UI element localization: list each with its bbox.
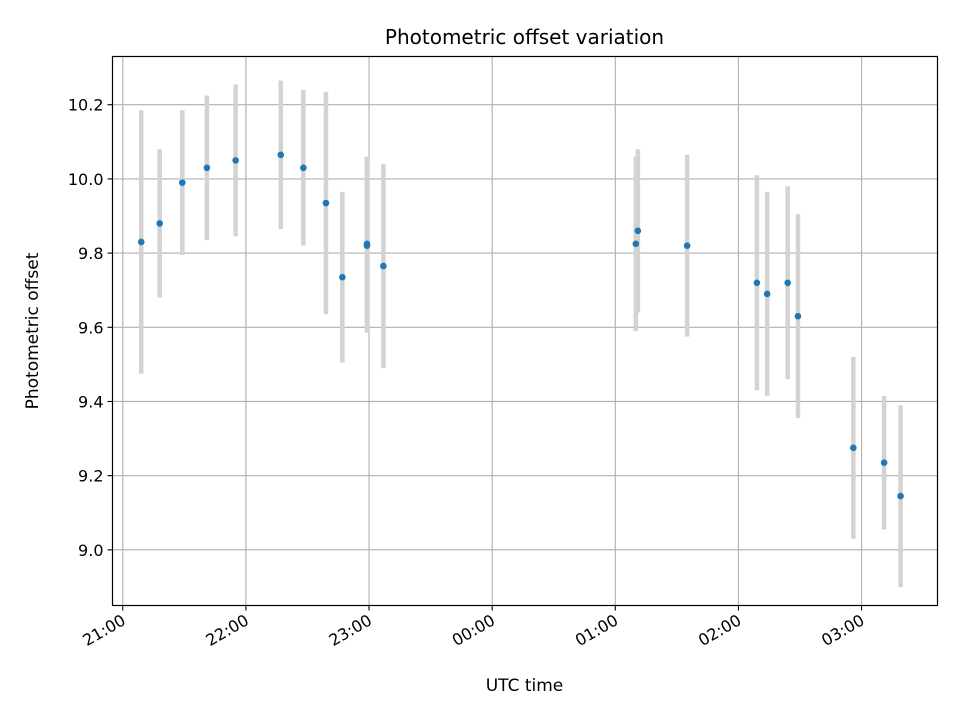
y-tick-label: 9.0 bbox=[78, 541, 103, 560]
data-point bbox=[300, 164, 307, 172]
data-point bbox=[178, 179, 186, 186]
data-points bbox=[137, 151, 904, 500]
data-point bbox=[363, 242, 371, 249]
data-point bbox=[753, 279, 761, 287]
x-axis-title: UTC time bbox=[486, 676, 564, 696]
data-point bbox=[277, 151, 285, 159]
y-tick-label: 9.6 bbox=[78, 318, 103, 337]
data-point bbox=[322, 199, 330, 207]
data-point bbox=[156, 220, 164, 227]
y-axis-title: Photometric offset bbox=[23, 252, 43, 409]
data-point bbox=[794, 312, 802, 320]
y-tick-label: 9.2 bbox=[78, 467, 103, 486]
data-point bbox=[880, 459, 888, 466]
grid bbox=[112, 56, 938, 606]
data-point bbox=[339, 273, 346, 281]
y-tick-label: 10.2 bbox=[68, 96, 104, 115]
y-axis-ticks: 9.0 9.2 9.4 9.6 9.8 10.0 10.2 bbox=[68, 96, 113, 560]
y-tick-label: 10.0 bbox=[68, 170, 104, 189]
data-point bbox=[784, 279, 791, 287]
y-tick-label: 9.8 bbox=[78, 244, 103, 263]
data-point bbox=[137, 238, 145, 246]
data-point bbox=[380, 262, 387, 270]
data-point bbox=[203, 164, 211, 172]
data-point bbox=[763, 290, 771, 298]
data-point bbox=[897, 492, 904, 500]
data-point bbox=[232, 157, 239, 164]
chart-title: Photometric offset variation bbox=[385, 25, 664, 49]
plot-area-frame bbox=[111, 55, 939, 607]
y-tick-label: 9.4 bbox=[78, 392, 103, 411]
data-point bbox=[850, 444, 857, 452]
data-point bbox=[634, 227, 642, 235]
data-point bbox=[683, 242, 691, 249]
data-point bbox=[632, 240, 640, 248]
